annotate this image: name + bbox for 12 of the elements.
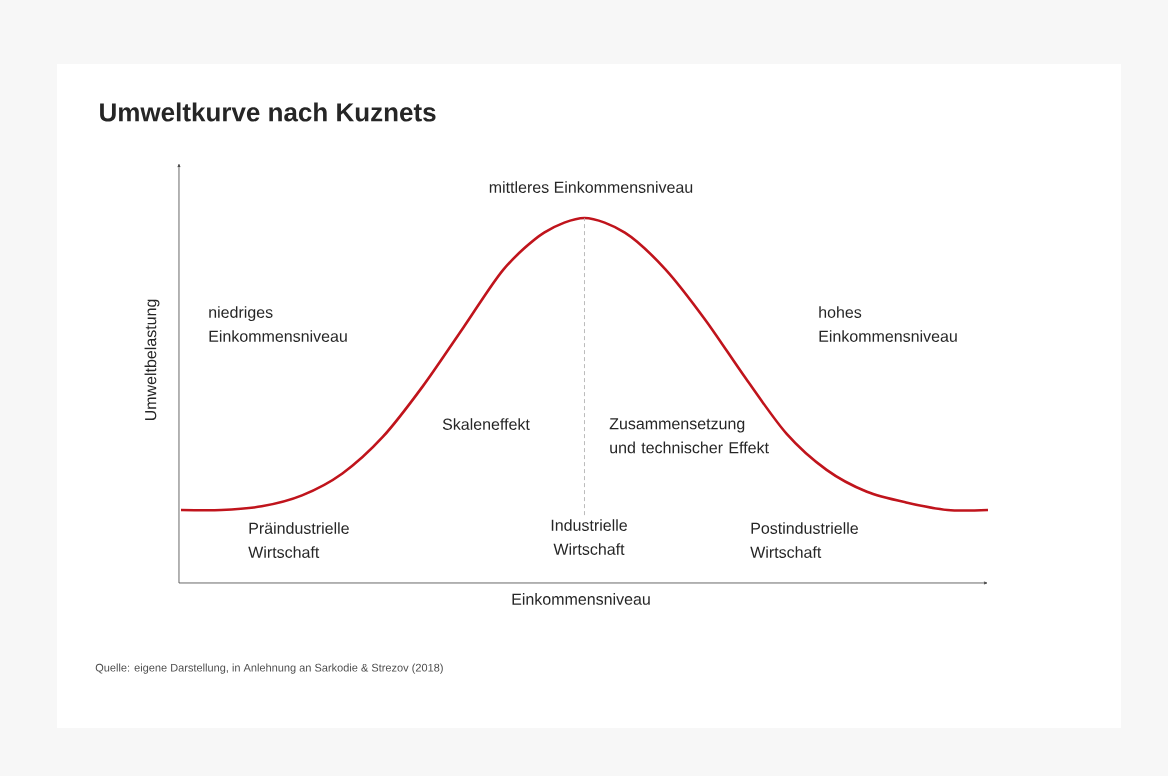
chart-title: Umweltkurve nach Kuznets bbox=[100, 102, 436, 122]
source-note: Quelle: eigene Darstellung, in Anlehnung an Sarkodie & Strezov (2018) bbox=[95, 663, 443, 674]
x-axis-title: Einkommensniveau bbox=[512, 593, 650, 605]
text: mittleres Einkommensniveau bbox=[489, 181, 693, 193]
y-axis-title: Umweltbelastung bbox=[144, 299, 160, 421]
annotation: Skaleneffekt bbox=[442, 418, 530, 430]
annotation: Postindustrielle Wirtschaft bbox=[750, 522, 858, 558]
annotation: Präindustrielle Wirtschaft bbox=[248, 522, 349, 558]
annotation: Zusammensetzung und technischer Effekt bbox=[609, 418, 769, 454]
annotation: hohes Einkommensniveau bbox=[819, 306, 957, 342]
annotation: Industrielle Wirtschaft bbox=[551, 519, 627, 555]
annotation: niedriges Einkommensniveau bbox=[209, 306, 347, 342]
